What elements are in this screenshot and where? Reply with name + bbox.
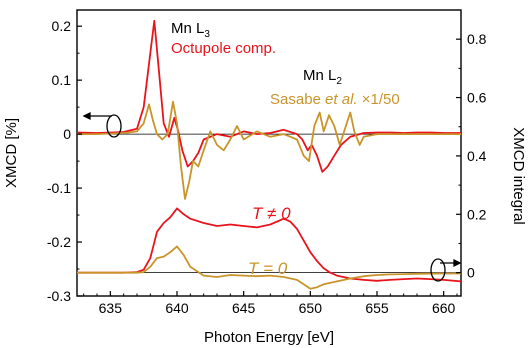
x-tick-label: 655 — [365, 300, 389, 316]
x-tick-label: 660 — [432, 300, 456, 316]
octupole-label: Octupole comp. — [171, 40, 276, 57]
x-tick-label: 635 — [99, 300, 123, 316]
y-right-tick-label: 0.2 — [467, 206, 487, 222]
x-axis-label: Photon Energy [eV] — [204, 329, 334, 346]
y-axis-label-left: XMCD [%] — [3, 118, 20, 188]
x-tick-label: 650 — [299, 300, 323, 316]
x-tick-label: 640 — [165, 300, 189, 316]
y-right-tick-label: 0.8 — [467, 31, 487, 47]
left-axis-indicator-icon — [82, 111, 122, 138]
y-axis-label-right: XMCD integral — [510, 127, 527, 225]
series-line-2 — [77, 207, 462, 283]
y-left-tick-label: -0.3 — [47, 288, 71, 304]
y-left-tick-label: 0.2 — [52, 18, 72, 34]
y-left-tick-label: 0 — [63, 126, 71, 142]
y-right-tick-label: 0.4 — [467, 148, 487, 164]
series-line-3 — [77, 245, 461, 290]
series-line-0 — [76, 19, 461, 173]
y-right-tick-label: 0.6 — [467, 90, 487, 106]
mn-l2-label: Mn L2 — [303, 67, 342, 87]
t-nonzero-label: T ≠ 0 — [252, 204, 291, 223]
y-left-tick-label: 0.1 — [52, 72, 72, 88]
t-zero-label: T = 0 — [248, 259, 288, 278]
x-tick-label: 645 — [232, 300, 256, 316]
y-left-tick-label: -0.2 — [47, 234, 71, 250]
plot-frame — [76, 9, 462, 297]
sasabe-label: Sasabe et al. ×1/50 — [270, 91, 400, 108]
series-line-1 — [77, 100, 461, 200]
right-axis-indicator-icon — [430, 258, 462, 282]
mn-l3-label: Mn L3 — [171, 20, 210, 40]
tick-layer: 635 640 645 650 655 660 0.2 0.1 0 -0.1 -0.2 -0.3 0.8… — [47, 18, 487, 316]
y-right-tick-label: 0 — [467, 265, 475, 281]
series-layer — [76, 19, 462, 290]
y-left-tick-label: -0.1 — [47, 180, 71, 196]
